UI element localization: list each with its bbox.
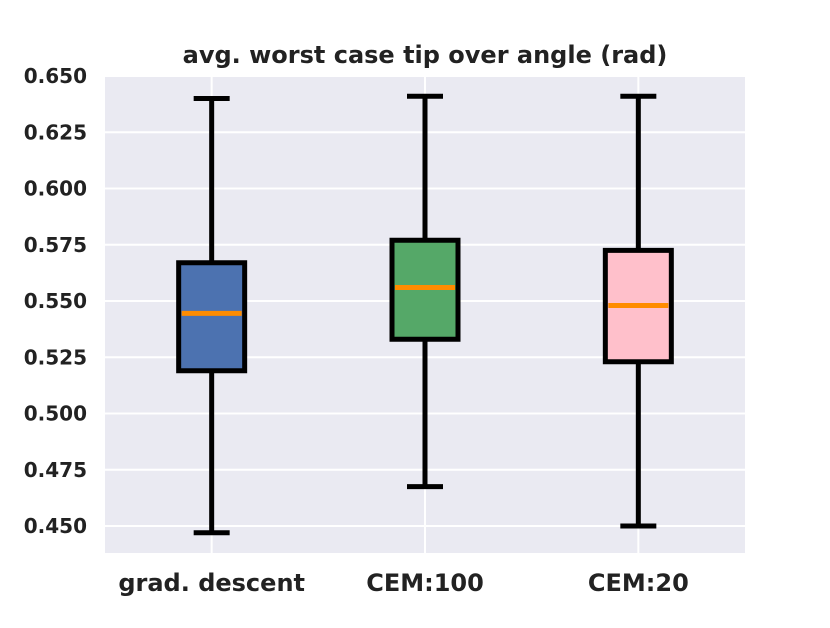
y-tick-label: 0.650	[24, 64, 87, 88]
box-plot-item	[389, 93, 461, 490]
box-plot-item	[602, 93, 674, 529]
boxes	[176, 93, 674, 536]
y-axis-ticks: 0.450 0.475 0.500 0.525 0.550 0.575 0.600 0.625…	[24, 64, 87, 538]
y-tick-label: 0.450	[24, 514, 87, 538]
box-plot-item	[176, 96, 248, 536]
x-category-label: CEM:20	[588, 569, 689, 597]
iqr-box	[176, 260, 248, 374]
x-axis-categories: grad. descent CEM:100 CEM:20	[118, 569, 688, 597]
y-tick-label: 0.525	[24, 345, 87, 369]
x-category-label: CEM:100	[366, 569, 484, 597]
y-tick-label: 0.600	[24, 177, 87, 201]
x-category-label: grad. descent	[118, 569, 305, 597]
y-tick-label: 0.625	[24, 120, 87, 144]
y-tick-label: 0.475	[24, 458, 87, 482]
chart-title: avg. worst case tip over angle (rad)	[183, 41, 668, 69]
y-tick-label: 0.500	[24, 402, 87, 426]
y-tick-label: 0.550	[24, 289, 87, 313]
y-tick-label: 0.575	[24, 233, 87, 257]
